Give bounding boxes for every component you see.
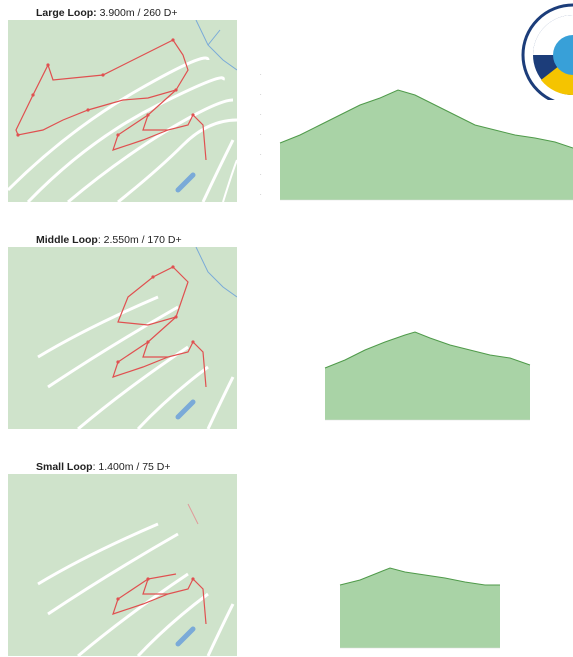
middle-loop-title: Middle Loop: 2.550m / 170 D+ [36, 234, 182, 246]
svg-text:-: - [260, 172, 262, 176]
small-loop-name: Small Loop [36, 461, 93, 473]
large-loop-title: Large Loop: 3.900m / 260 D+ [36, 7, 178, 19]
large-loop-map [8, 20, 237, 202]
small-loop-title: Small Loop: 1.400m / 75 D+ [36, 461, 171, 473]
svg-text:-: - [260, 132, 262, 136]
large-loop-name: Large Loop: [36, 7, 97, 19]
svg-text:-: - [260, 112, 262, 116]
small-loop-map [8, 474, 237, 656]
middle-loop-elevation-profile [324, 331, 531, 421]
large-loop-stats: 3.900m / 260 D+ [96, 7, 178, 19]
middle-loop-stats: : 2.550m / 170 D+ [97, 234, 182, 246]
world-championship-logo-icon [521, 3, 573, 100]
large-loop-elevation-profile: - - - - - - - [260, 72, 573, 201]
middle-loop-map [8, 247, 237, 429]
small-loop-stats: : 1.400m / 75 D+ [92, 461, 171, 473]
y-axis-ticks: - - - - - - - [260, 72, 262, 196]
svg-text:-: - [260, 192, 262, 196]
middle-loop-name: Middle Loop [36, 234, 98, 246]
svg-text:-: - [260, 72, 262, 76]
svg-text:-: - [260, 92, 262, 96]
svg-text:-: - [260, 152, 262, 156]
small-loop-elevation-profile [339, 567, 500, 649]
